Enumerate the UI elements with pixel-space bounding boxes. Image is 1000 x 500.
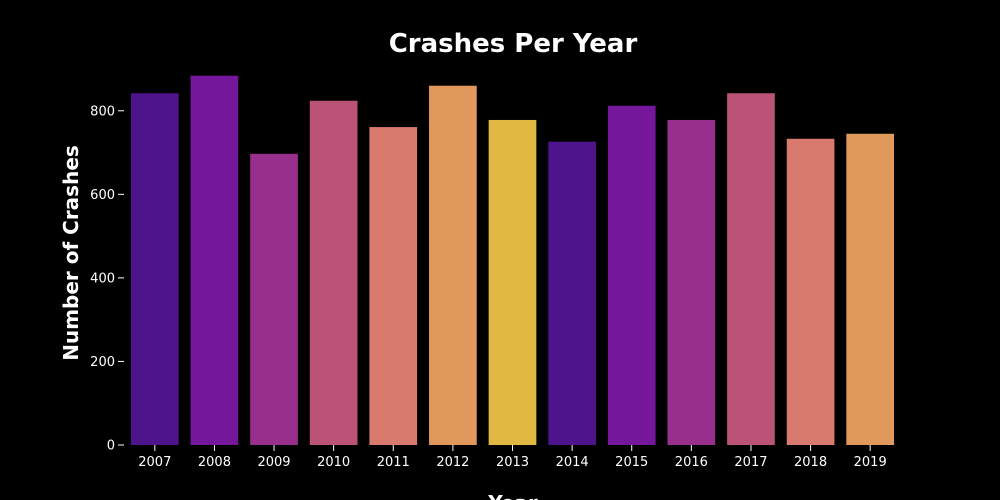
- bar: [369, 127, 418, 446]
- bar: [309, 100, 358, 446]
- x-tick-label: 2008: [198, 455, 231, 470]
- x-tick-label: 2014: [556, 455, 589, 470]
- x-tick-label: 2017: [734, 455, 767, 470]
- bar: [548, 141, 596, 445]
- chart-title: Crashes Per Year: [389, 29, 638, 59]
- y-tick-label: 400: [90, 271, 115, 286]
- bars: [130, 75, 895, 446]
- y-tick-label: 600: [90, 188, 115, 203]
- bar: [727, 93, 775, 445]
- x-tick-label: 2018: [794, 455, 827, 470]
- x-tick-label: 2011: [377, 455, 410, 470]
- y-axis-label: Number of Crashes: [59, 145, 83, 361]
- y-axis: 0 200 400 600 800: [90, 104, 124, 454]
- bar: [667, 119, 716, 446]
- x-axis: 2007 2008 2009 2010 2011 2012 2013 2014 2015 2016…: [138, 445, 887, 470]
- x-tick-label: 2009: [257, 455, 290, 470]
- bar: [786, 138, 835, 445]
- bar: [429, 85, 477, 445]
- y-tick-label: 0: [107, 439, 115, 454]
- bar: [190, 75, 239, 445]
- y-tick-label: 800: [90, 104, 115, 119]
- x-tick-label: 2016: [675, 455, 708, 470]
- x-tick-label: 2012: [436, 455, 469, 470]
- x-tick-label: 2010: [317, 455, 350, 470]
- bar: [607, 105, 656, 446]
- bar: [130, 93, 179, 445]
- y-tick-label: 200: [90, 355, 115, 370]
- x-tick-label: 2007: [138, 455, 171, 470]
- bar: [846, 133, 895, 445]
- bar: [488, 119, 537, 446]
- x-axis-label: Year: [487, 491, 538, 500]
- x-tick-label: 2013: [496, 455, 529, 470]
- x-tick-label: 2019: [854, 455, 887, 470]
- bar: [250, 153, 298, 445]
- x-tick-label: 2015: [615, 455, 648, 470]
